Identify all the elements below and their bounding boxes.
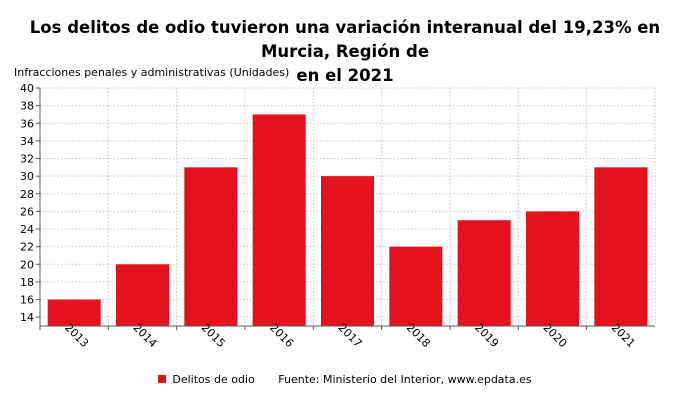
y-tick-label-18: 18 — [20, 276, 34, 289]
legend: Delitos de odio Fuente: Ministerio del I… — [0, 373, 690, 386]
y-tick-label-38: 38 — [20, 100, 34, 113]
y-tick-label-14: 14 — [20, 311, 34, 324]
legend-swatch — [158, 375, 167, 383]
y-tick-label-16: 16 — [20, 294, 34, 307]
y-tick-labels: 14 16 18 20 22 24 26 28 30 32 34 36 38 40 — [20, 82, 40, 324]
y-tick-label-24: 24 — [20, 223, 34, 236]
y-tick-label-20: 20 — [20, 258, 34, 271]
bar-2019 — [457, 220, 511, 326]
y-axis-label: Infracciones penales y administrativas (… — [14, 66, 290, 79]
bar-2013 — [47, 299, 101, 326]
chart-title-line-1: Los delitos de odio tuvieron una variaci… — [29, 18, 661, 61]
source-note: Fuente: Ministerio del Interior, www.epd… — [278, 373, 532, 386]
bar-2020 — [526, 211, 579, 326]
y-tick-label-32: 32 — [20, 153, 34, 166]
y-tick-label-30: 30 — [20, 170, 34, 183]
chart-title-line-2: en el 2021 — [296, 66, 394, 85]
bar-2016 — [252, 114, 306, 326]
bar-2017 — [321, 176, 374, 326]
y-tick-label-28: 28 — [20, 188, 34, 201]
y-tick-label-36: 36 — [20, 117, 34, 130]
bar-2018 — [389, 246, 443, 326]
bars — [47, 114, 648, 326]
bar-2014 — [116, 264, 169, 326]
y-tick-label-26: 26 — [20, 205, 34, 218]
legend-label: Delitos de odio — [172, 373, 255, 386]
bar-2021 — [594, 167, 648, 326]
chart-title: Los delitos de odio tuvieron una variaci… — [0, 16, 690, 88]
y-tick-label-34: 34 — [20, 135, 34, 148]
y-tick-label-22: 22 — [20, 241, 34, 254]
y-tick-label-40: 40 — [20, 82, 34, 95]
bar-2015 — [184, 167, 238, 326]
